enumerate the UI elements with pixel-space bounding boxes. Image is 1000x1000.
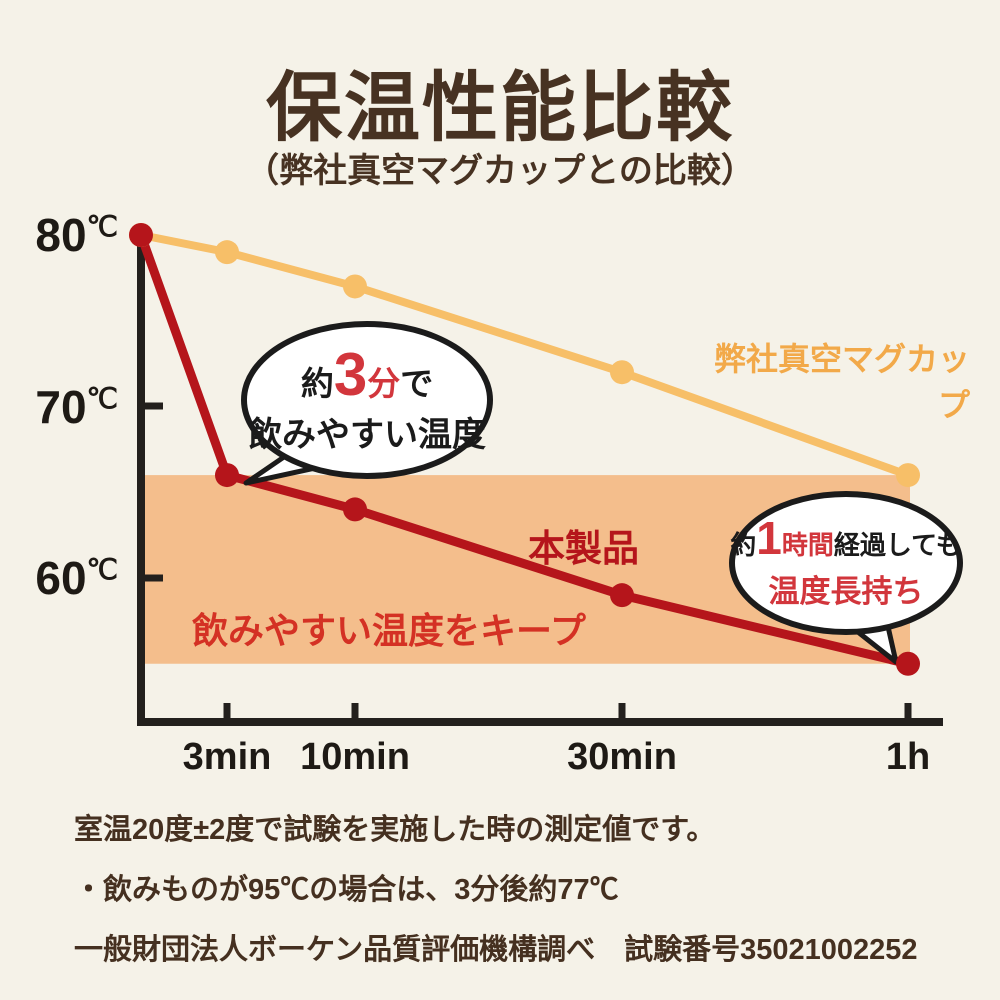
y-axis-label-70: 70 ℃ xyxy=(35,381,118,433)
product-series-label: 本製品 xyxy=(528,528,639,569)
bubble-3min-unit: 分 xyxy=(367,364,401,402)
bubble-3min-post: で xyxy=(400,364,434,402)
bubble-1h-number: 1 xyxy=(756,512,782,564)
product-point-4 xyxy=(896,651,920,676)
footer-note-conditions: 室温20度±2度で試験を実施した時の測定値です。 xyxy=(74,814,716,846)
mug-point-2 xyxy=(343,274,367,299)
page-subtitle: （弊社真空マグカップとの比較） xyxy=(245,152,755,190)
bubble-3min-number: 3 xyxy=(333,340,368,408)
bubble-1h-unit: 時間 xyxy=(781,530,834,560)
mug-point-3 xyxy=(610,360,634,385)
bubble-1h-line2: 温度長持ち xyxy=(768,574,924,609)
drinkable-band-label: 飲みやすい温度をキープ xyxy=(192,610,586,651)
bubble-1h-post: 経過しても xyxy=(833,530,962,560)
page-title: 保温性能比較 xyxy=(266,66,734,151)
bubble-3min-pre: 約 xyxy=(300,364,334,402)
x-axis-label-30min: 30min xyxy=(567,736,677,778)
mug-series-label: 弊社真空マグカップ xyxy=(713,341,970,423)
x-axis-label-1h: 1h xyxy=(885,736,931,778)
x-axis-label-10min: 10min xyxy=(300,736,410,778)
x-axis-label-3min: 3min xyxy=(182,736,272,778)
y-axis-label-80: 80 ℃ xyxy=(35,209,118,261)
bubble-3min-line2: 飲みやすい温度 xyxy=(248,415,486,454)
footer-note-95c: ・飲みものが95℃の場合は、3分後約77℃ xyxy=(74,874,619,906)
mug-point-1 xyxy=(215,240,239,265)
footer-notes: 室温20度±2度で試験を実施した時の測定値です。 ・飲みものが95℃の場合は、3… xyxy=(74,806,918,986)
bubble-1h-pre: 約 xyxy=(730,530,757,560)
footer-note-test-number: 一般財団法人ボーケン品質評価機構調べ 試験番号35021002252 xyxy=(74,934,918,966)
product-point-1 xyxy=(215,463,239,488)
product-point-2 xyxy=(343,497,367,522)
product-point-0 xyxy=(129,223,153,247)
product-point-3 xyxy=(610,583,634,608)
bubble-1h: 約 1 時間 経過しても 温度長持ち xyxy=(729,491,963,635)
y-axis-label-60: 60 ℃ xyxy=(35,552,118,604)
mug-point-4 xyxy=(896,463,920,488)
